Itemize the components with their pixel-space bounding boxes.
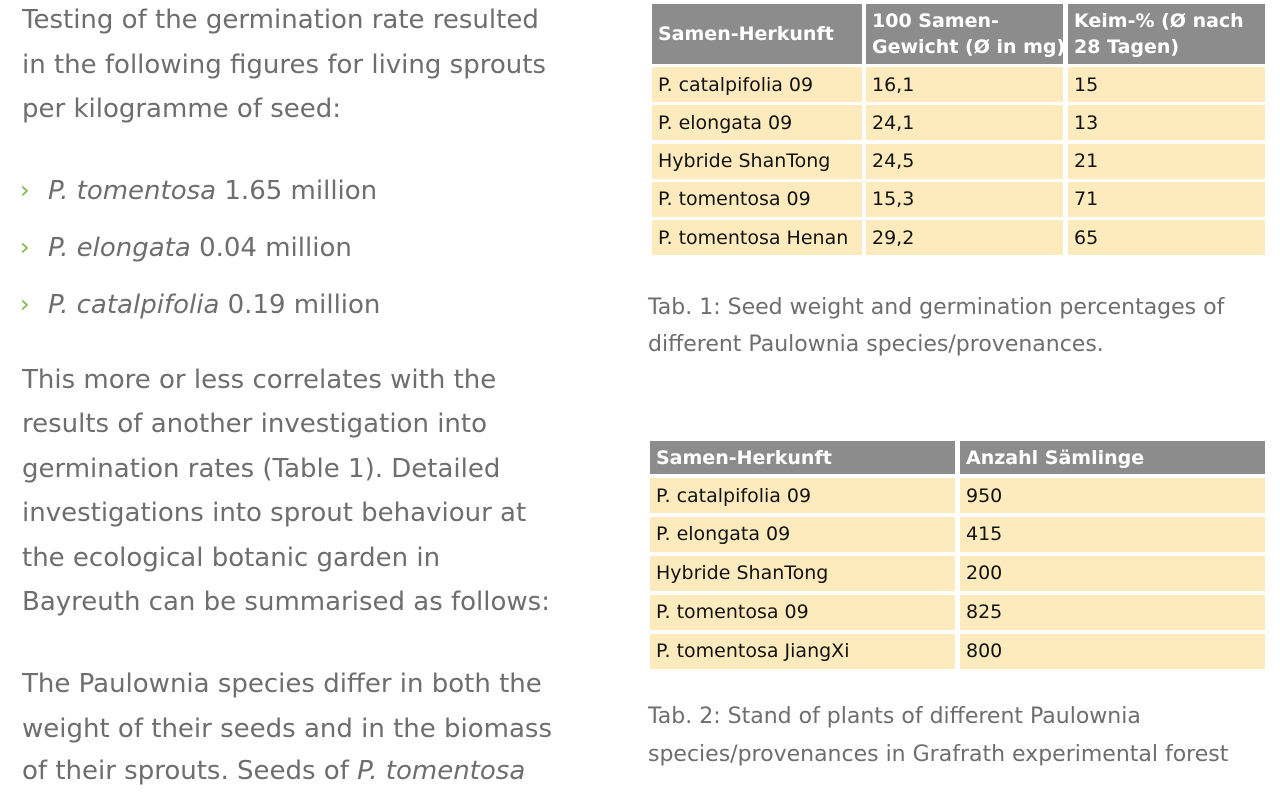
table-cell: P. tomentosa JiangXi [650, 633, 955, 669]
table-cell: P. catalpifolia 09 [650, 478, 955, 513]
caption-line: Tab. 2: Stand of plants of different Pau… [648, 704, 1141, 729]
cell-text: Anzahl Sämlinge [966, 446, 1145, 469]
bullet-item: P. elongata 0.04 million [48, 226, 352, 270]
cell-text: P. catalpifolia 09 [656, 484, 812, 507]
caption-line: different Paulownia species/provenances. [648, 332, 1104, 357]
species: P. tomentosa [357, 756, 526, 786]
cell-text: 28 Tagen) [1074, 36, 1180, 58]
cell-text: 16,1 [872, 73, 915, 96]
table-cell: 65 [1068, 220, 1265, 256]
caption-line: species/provenances in Grafrath experime… [648, 742, 1229, 767]
table-cell: 71 [1068, 181, 1265, 217]
table-cell: 21 [1068, 143, 1265, 179]
bullet-icon: › [20, 233, 30, 261]
table-cell: 13 [1068, 105, 1265, 141]
table-cell: P. tomentosa Henan [652, 220, 862, 256]
table-cell: 24,1 [866, 105, 1063, 141]
value-text: 0.04 million [199, 233, 352, 263]
value-text: 1.65 million [224, 176, 378, 206]
text-line: results of another investigation into [22, 409, 487, 439]
cell-text: Samen-Herkunft [658, 23, 834, 45]
value-text: 0.19 million [227, 290, 381, 320]
text-line: per kilogramme of seed: [22, 94, 342, 124]
table-cell: Hybride ShanTong [650, 555, 955, 591]
table-cell: Hybride ShanTong [652, 143, 862, 179]
species: P. catalpifolia [48, 290, 220, 320]
cell-text: P. tomentosa 09 [656, 601, 809, 624]
cell-text: 21 [1074, 150, 1099, 173]
bullet-item: P. tomentosa 1.65 million [48, 169, 377, 213]
cell-text: 13 [1074, 111, 1099, 134]
cell-text: 29,2 [872, 226, 915, 249]
cell-text: 800 [966, 640, 1003, 663]
cell-text: 950 [966, 484, 1003, 507]
header-cell: Samen-Herkunft [650, 441, 955, 474]
cell-text: 65 [1074, 226, 1099, 249]
table-cell: P. catalpifolia 09 [652, 67, 862, 102]
cell-text: P. elongata 09 [656, 523, 791, 546]
bullet-item: P. catalpifolia 0.19 million [48, 283, 380, 327]
header-cell: Samen-Herkunft [652, 4, 862, 64]
header-cell: 100 Samen- Gewicht (Ø in mg) [866, 4, 1066, 64]
text-line: Testing of the germination rate resulted [22, 5, 539, 35]
text-line: germination rates (Table 1). Detailed [22, 454, 501, 484]
bullet-icon: › [20, 176, 30, 204]
cell-text: Hybride ShanTong [656, 562, 829, 585]
table-cell: 29,2 [866, 220, 1063, 256]
table-cell: 415 [960, 516, 1265, 552]
text: of their sprouts. Seeds of [22, 756, 349, 786]
cell-text: 200 [966, 562, 1003, 585]
table-cell: 800 [960, 633, 1265, 669]
cell-text: 24,5 [872, 150, 915, 173]
table-cell: 825 [960, 594, 1265, 630]
cell-text: P. catalpifolia 09 [658, 73, 814, 96]
cell-text: 100 Samen- [872, 10, 999, 32]
text-line: Bayreuth can be summarised as follows: [22, 587, 550, 617]
cell-text: 24,1 [872, 111, 915, 134]
species: P. elongata [48, 233, 191, 263]
table-cell: P. elongata 09 [650, 516, 955, 552]
cell-text: 15 [1074, 73, 1099, 96]
table-cell: 24,5 [866, 143, 1063, 179]
header-cell: Keim-% (Ø nach 28 Tagen) [1068, 4, 1265, 64]
cell-text: 15,3 [872, 188, 915, 211]
cell-text: P. tomentosa Henan [658, 226, 849, 249]
table-cell: 15 [1068, 67, 1265, 102]
caption-line: Tab. 1: Seed weight and germination perc… [648, 295, 1225, 320]
text-line: of their sprouts. Seeds of P. tomentosa [22, 749, 525, 793]
cell-text: 71 [1074, 188, 1099, 211]
text-line: weight of their seeds and in the biomass [22, 714, 553, 744]
bullet-icon: › [20, 290, 30, 318]
cell-text: Hybride ShanTong [658, 150, 831, 173]
table-cell: P. tomentosa 09 [652, 181, 862, 217]
table-cell: P. elongata 09 [652, 105, 862, 141]
table-cell: 950 [960, 478, 1265, 513]
text-line: investigations into sprout behaviour at [22, 498, 527, 528]
species: P. tomentosa [48, 176, 217, 206]
header-cell: Anzahl Sämlinge [960, 441, 1265, 474]
cell-text: P. tomentosa 09 [658, 188, 811, 211]
cell-text: 415 [966, 523, 1003, 546]
text-line: in the following figures for living spro… [22, 50, 546, 80]
table-cell: 15,3 [866, 181, 1063, 217]
text-line: The Paulownia species differ in both the [22, 669, 542, 699]
cell-text: 825 [966, 601, 1003, 624]
cell-text: P. elongata 09 [658, 111, 793, 134]
cell-text: Keim-% (Ø nach [1074, 10, 1244, 32]
table-cell: 16,1 [866, 67, 1063, 102]
cell-text: Gewicht (Ø in mg) [872, 36, 1066, 58]
table-cell: P. tomentosa 09 [650, 594, 955, 630]
cell-text: Samen-Herkunft [656, 446, 832, 469]
cell-text: P. tomentosa JiangXi [656, 640, 850, 663]
text-line: the ecological botanic garden in [22, 543, 441, 573]
text-line: This more or less correlates with the [22, 365, 497, 395]
table-cell: 200 [960, 555, 1265, 591]
